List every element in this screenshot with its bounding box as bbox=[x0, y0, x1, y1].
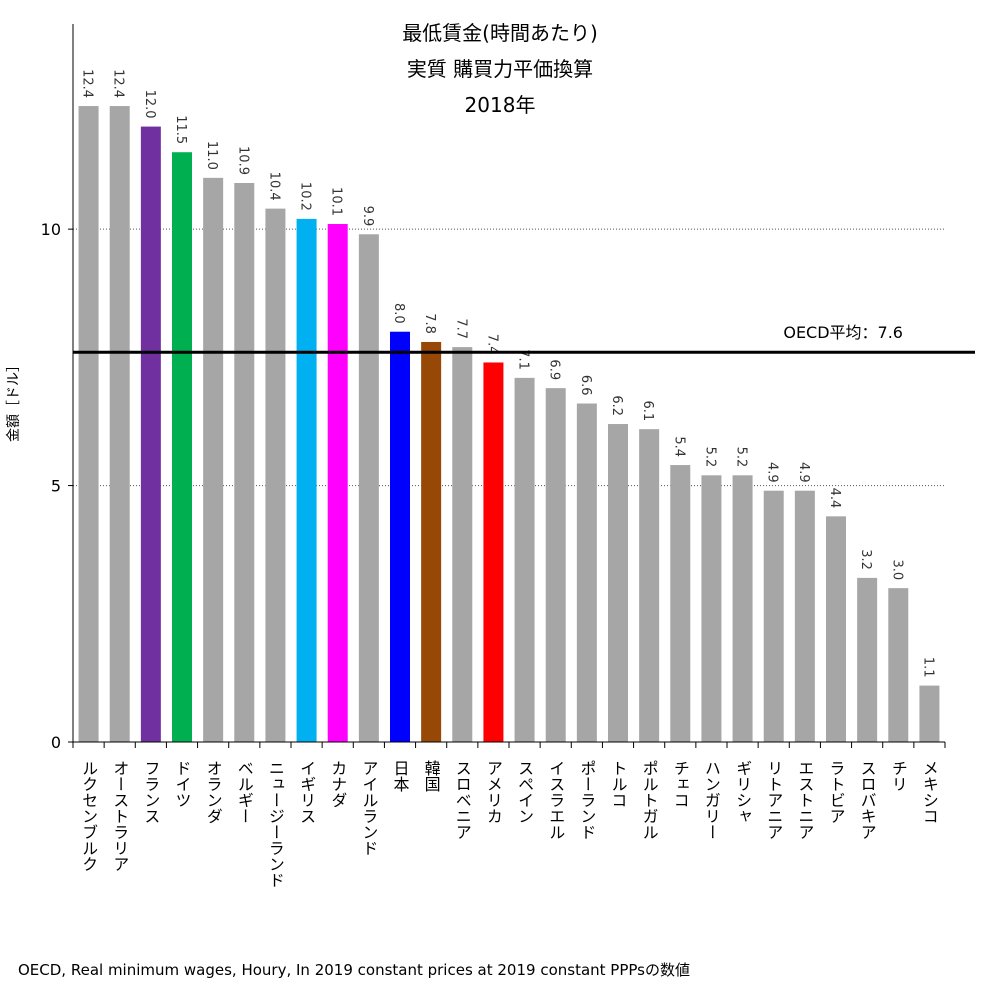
x-tick-label: カナダ bbox=[328, 760, 347, 808]
reference-label: OECD平均：7.6 bbox=[783, 323, 903, 342]
x-tick-label: ポーランド bbox=[577, 760, 596, 840]
x-tick-label: ラトビア bbox=[827, 760, 846, 824]
value-label: 5.2 bbox=[734, 447, 749, 468]
bar bbox=[545, 388, 566, 742]
value-label: 6.9 bbox=[547, 359, 562, 380]
value-label: 4.9 bbox=[765, 462, 780, 483]
value-label: 12.0 bbox=[142, 90, 157, 119]
bar bbox=[576, 403, 597, 742]
y-tick-label: 0 bbox=[51, 733, 61, 752]
value-label: 5.4 bbox=[671, 436, 686, 457]
x-tick-label: スロバキア bbox=[858, 760, 877, 840]
bar bbox=[701, 475, 722, 742]
bar bbox=[203, 177, 224, 742]
bar bbox=[140, 126, 161, 743]
value-label: 1.1 bbox=[920, 657, 935, 678]
bar bbox=[919, 685, 940, 742]
bar bbox=[763, 490, 784, 742]
value-label: 4.4 bbox=[827, 488, 842, 509]
x-tick-label: メキシコ bbox=[920, 760, 939, 824]
bar bbox=[888, 588, 909, 742]
value-label: 6.1 bbox=[640, 400, 655, 421]
value-label: 8.0 bbox=[391, 303, 406, 324]
x-tick-label: 日本 bbox=[391, 760, 410, 792]
bar bbox=[327, 224, 348, 742]
bar bbox=[421, 341, 442, 742]
value-label: 7.7 bbox=[453, 318, 468, 339]
x-tick-label: スペイン bbox=[515, 760, 534, 824]
value-label: 7.1 bbox=[516, 349, 531, 370]
bar bbox=[234, 182, 255, 742]
bar bbox=[172, 152, 192, 742]
value-label: 12.4 bbox=[111, 69, 126, 98]
x-tick-label: リトアニア bbox=[764, 760, 783, 840]
x-tick-label: イギリス bbox=[297, 760, 316, 824]
value-label: 11.5 bbox=[173, 115, 188, 144]
chart-title: 2018年 bbox=[465, 93, 536, 117]
bar bbox=[514, 377, 535, 742]
y-tick-label: 5 bbox=[51, 477, 61, 496]
value-label: 6.6 bbox=[578, 375, 593, 396]
value-label: 10.9 bbox=[235, 146, 250, 175]
x-tick-label: ベルギー bbox=[235, 760, 254, 824]
value-label: 11.0 bbox=[204, 141, 219, 170]
bar bbox=[483, 362, 504, 742]
x-tick-label: オーストラリア bbox=[110, 760, 129, 872]
bar bbox=[639, 429, 660, 742]
bar bbox=[732, 475, 753, 742]
x-tick-label: ハンガリー bbox=[702, 760, 721, 840]
chart-title: 最低賃金(時間あたり) bbox=[402, 21, 598, 45]
bar bbox=[390, 331, 410, 742]
value-label: 5.2 bbox=[702, 447, 717, 468]
value-label: 4.9 bbox=[796, 462, 811, 483]
value-label: 7.8 bbox=[422, 313, 437, 334]
x-tick-label: スロベニア bbox=[453, 760, 472, 840]
bar bbox=[296, 218, 317, 742]
bar bbox=[358, 234, 379, 742]
x-tick-label: チリ bbox=[889, 760, 908, 792]
bar bbox=[826, 516, 846, 742]
x-tick-label: ドイツ bbox=[173, 760, 192, 808]
bar bbox=[109, 106, 130, 743]
x-tick-label: イスラエル bbox=[546, 760, 565, 840]
x-tick-label: 韓国 bbox=[422, 760, 441, 792]
x-tick-label: エストニア bbox=[795, 760, 814, 840]
x-tick-label: ニュージーランド bbox=[266, 760, 285, 888]
value-label: 10.1 bbox=[329, 187, 344, 216]
x-tick-label: オランダ bbox=[204, 760, 223, 824]
value-label: 7.4 bbox=[484, 334, 499, 355]
value-label: 3.2 bbox=[858, 549, 873, 570]
bar bbox=[265, 208, 286, 743]
value-label: 3.0 bbox=[889, 559, 904, 580]
y-tick-label: 10 bbox=[41, 220, 61, 239]
source-note: OECD, Real minimum wages, Houry, In 2019… bbox=[18, 961, 690, 979]
bar bbox=[794, 490, 815, 742]
value-label: 10.2 bbox=[298, 182, 313, 211]
x-tick-label: アメリカ bbox=[484, 760, 503, 824]
bar bbox=[78, 106, 99, 743]
value-label: 6.2 bbox=[609, 395, 624, 416]
x-tick-label: ポルトガル bbox=[640, 760, 659, 840]
bar bbox=[608, 424, 628, 742]
x-tick-label: ルクセンブルク bbox=[79, 760, 98, 872]
x-tick-label: ギリシャ bbox=[733, 760, 752, 824]
x-tick-label: トルコ bbox=[609, 760, 628, 808]
value-label: 10.4 bbox=[266, 172, 281, 201]
value-label: 12.4 bbox=[80, 69, 95, 98]
y-axis-label: 金額［ドル］ bbox=[6, 358, 22, 442]
x-tick-label: フランス bbox=[141, 760, 160, 824]
bar bbox=[452, 347, 473, 742]
x-tick-label: チェコ bbox=[671, 760, 690, 808]
x-tick-label: アイルランド bbox=[359, 760, 378, 856]
bar bbox=[670, 465, 691, 742]
value-label: 9.9 bbox=[360, 206, 375, 227]
bar bbox=[857, 577, 878, 742]
chart-title: 実質 購買力平価換算 bbox=[407, 57, 593, 81]
